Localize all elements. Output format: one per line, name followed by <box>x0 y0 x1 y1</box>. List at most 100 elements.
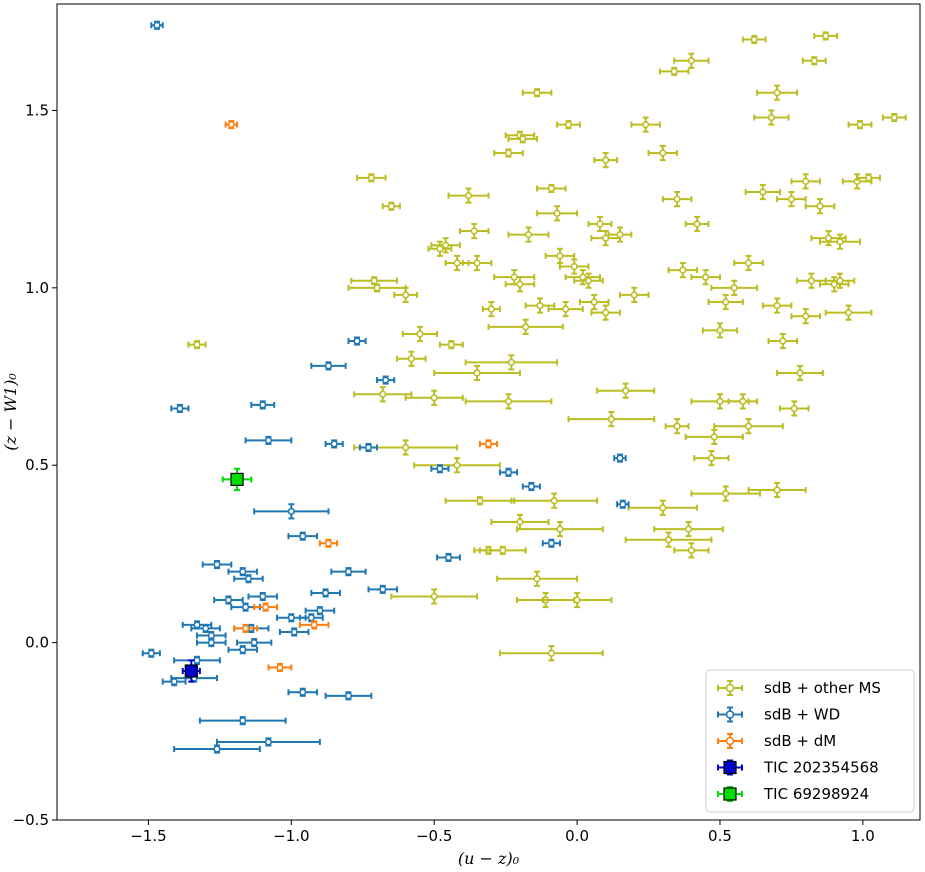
data-point <box>701 322 739 339</box>
data-point <box>318 538 339 548</box>
data-point <box>778 400 810 417</box>
data-point <box>201 560 233 570</box>
data-point <box>673 542 710 559</box>
data-point <box>287 687 319 697</box>
x-tick-label: −0.5 <box>416 827 452 845</box>
data-point <box>458 222 490 240</box>
data-point <box>596 382 656 399</box>
data-point <box>747 481 807 499</box>
data-point <box>881 112 907 123</box>
data-point <box>390 588 479 605</box>
legend-label: TIC 69298924 <box>763 785 869 803</box>
data-point <box>478 439 499 449</box>
data-point <box>190 623 221 633</box>
data-point <box>181 659 201 683</box>
data-point <box>376 375 396 385</box>
data-point <box>684 428 744 445</box>
data-point <box>613 453 627 463</box>
data-point <box>358 442 379 453</box>
data-point <box>298 613 324 623</box>
data-point <box>464 393 553 410</box>
data-point <box>196 638 227 648</box>
x-axis-label: (u − z)₀ <box>458 849 520 868</box>
series-1 <box>187 31 907 662</box>
data-point <box>593 152 619 169</box>
data-point <box>430 237 461 254</box>
data-point <box>761 297 793 314</box>
data-point <box>161 677 187 687</box>
data-point <box>227 645 259 655</box>
data-point <box>618 286 650 304</box>
data-point <box>767 332 799 350</box>
legend-item: sdB + other MS <box>717 679 881 697</box>
data-point <box>507 226 550 243</box>
data-point <box>150 20 164 30</box>
data-point <box>444 496 516 506</box>
data-point <box>227 567 259 577</box>
data-point <box>536 205 579 222</box>
data-point <box>607 226 633 243</box>
data-point <box>556 120 581 130</box>
data-point <box>196 630 227 641</box>
data-point <box>404 389 464 406</box>
data-point <box>250 400 276 410</box>
data-point <box>353 386 413 403</box>
x-tick-label: 0.0 <box>565 827 589 845</box>
plot-frame <box>56 3 921 821</box>
data-point <box>776 364 824 382</box>
data-point <box>461 254 493 272</box>
data-point <box>304 606 336 616</box>
data-point <box>776 191 807 208</box>
data-point <box>498 645 604 662</box>
data-point <box>493 148 524 158</box>
data-point <box>684 215 710 233</box>
data-point <box>627 499 699 516</box>
data-point <box>544 247 576 264</box>
data-point <box>801 56 827 66</box>
data-point <box>253 602 279 612</box>
data-point <box>324 691 373 701</box>
data-point <box>330 567 367 577</box>
data-point <box>356 173 387 183</box>
x-tick-label: 0.5 <box>708 827 732 845</box>
y-tick-label: 1.5 <box>25 101 49 119</box>
data-point <box>818 276 850 293</box>
y-tick-label: 1.0 <box>25 279 49 297</box>
data-point <box>804 198 836 215</box>
data-point <box>347 336 367 346</box>
data-point <box>541 538 561 548</box>
data-point <box>653 520 724 538</box>
data-point <box>381 201 401 211</box>
data-point <box>690 269 721 286</box>
data-point <box>427 240 453 257</box>
data-point <box>141 648 161 658</box>
data-point <box>541 591 613 609</box>
data-point <box>510 492 599 509</box>
data-point <box>433 364 521 382</box>
data-point <box>278 627 310 637</box>
legend-item: sdB + WD <box>717 706 840 724</box>
data-point <box>564 269 601 286</box>
data-point <box>173 655 221 665</box>
series-5 <box>221 467 253 492</box>
data-point <box>790 173 821 190</box>
legend-label: sdB + other MS <box>764 679 881 697</box>
data-point <box>590 304 621 321</box>
data-point <box>813 31 839 41</box>
data-point <box>490 513 550 531</box>
x-tick-label: 1.0 <box>851 827 875 845</box>
legend: sdB + other MS sdB + WD sdB + dM TIC 202354… <box>705 669 915 813</box>
data-point <box>478 545 527 555</box>
data-point <box>198 716 287 726</box>
data-point <box>498 467 519 477</box>
data-point <box>524 297 556 314</box>
data-point <box>616 499 630 509</box>
data-point <box>253 503 330 520</box>
data-point <box>664 418 690 435</box>
data-point <box>224 120 239 130</box>
data-point <box>287 531 319 541</box>
data-point <box>310 588 341 598</box>
data-point <box>236 638 273 648</box>
data-point <box>521 481 541 492</box>
data-point <box>233 623 259 633</box>
